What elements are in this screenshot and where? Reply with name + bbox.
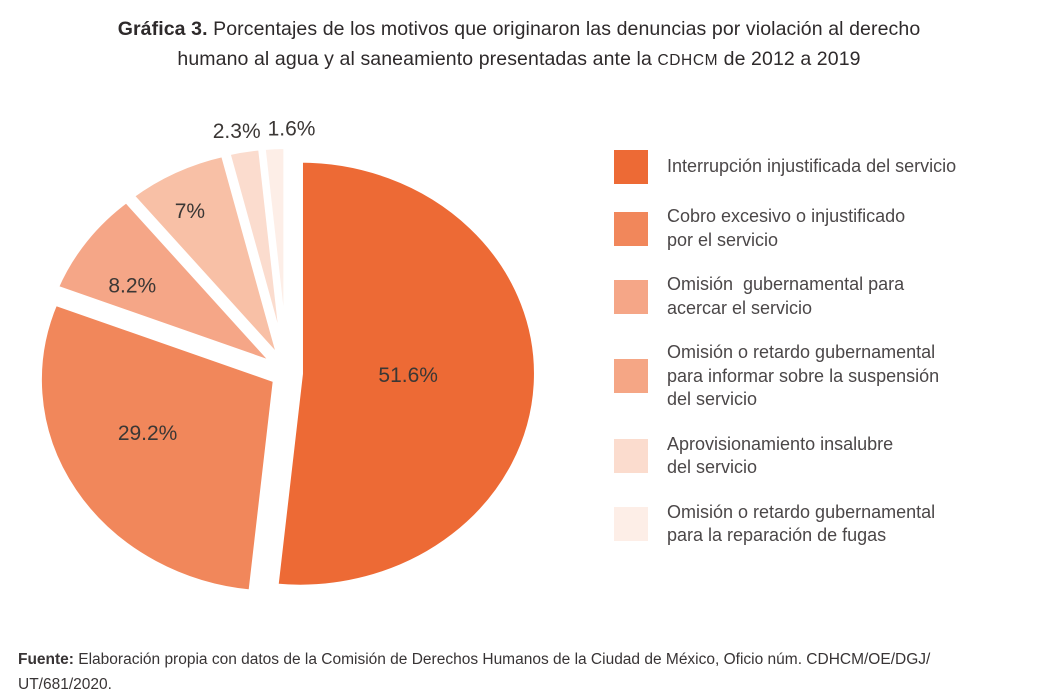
legend-label: Aprovisionamiento insalubre del servicio — [667, 433, 894, 478]
legend-swatch — [614, 211, 648, 246]
legend-swatch — [614, 507, 648, 541]
source-text-line2: UT/681/2020. — [18, 675, 112, 693]
legend-label: Omisión o retardo gubernamental para inf… — [667, 342, 940, 409]
pie-slice — [52, 196, 280, 369]
source-note: Fuente: Elaboración propia con datos de … — [18, 648, 1022, 697]
legend-item: Omisión o retardo gubernamental para inf… — [614, 341, 1026, 412]
pie-slice-label: 51.6% — [378, 364, 438, 387]
title-line2-before: humano al agua y al saneamiento presenta… — [177, 48, 658, 70]
pie-slice — [259, 143, 290, 364]
legend-label: Omisión gubernamental para acercar el se… — [667, 274, 905, 318]
source-text-line1: Elaboración propia con datos de la Comis… — [73, 651, 931, 668]
title-abbr: CDHCM — [657, 52, 719, 69]
pie-slice-label: 2.3% — [213, 120, 261, 143]
legend-item: Omisión gubernamental para acercar el se… — [614, 273, 1026, 320]
chart-title: Gráfica 3. Porcentajes de los motivos qu… — [0, 14, 1038, 76]
figure-label: Gráfica 3. — [117, 18, 208, 40]
legend-swatch — [614, 279, 648, 314]
legend-label: Interrupción injustificada del servicio — [667, 156, 957, 177]
legend-swatch — [614, 359, 648, 394]
chart-legend: Interrupción injustificada del servicio C… — [614, 150, 1026, 548]
legend-item: Cobro excesivo o injustificado por el se… — [614, 205, 1026, 252]
title-line2-after: de 2012 a 2019 — [718, 48, 861, 70]
pie-slice — [272, 156, 540, 591]
pie-slice-label: 7% — [175, 200, 205, 223]
legend-label: Omisión o retardo gubernamental para la … — [667, 501, 936, 546]
pie-slice-label: 8.2% — [108, 274, 156, 297]
pie-slice-label: 1.6% — [268, 118, 316, 141]
pie-slice — [35, 299, 279, 596]
legend-item: Omisión o retardo gubernamental para la … — [614, 501, 1026, 548]
legend-swatch — [614, 439, 648, 473]
legend-item: Interrupción injustificada del servicio — [614, 150, 1026, 184]
pie-slice-label: 29.2% — [118, 422, 178, 445]
pie-slice — [128, 150, 285, 365]
source-label: Fuente: — [18, 651, 74, 668]
legend-label: Cobro excesivo o injustificado por el se… — [667, 206, 906, 250]
legend-item: Aprovisionamiento insalubre del servicio — [614, 433, 1026, 480]
title-line1: Porcentajes de los motivos que originaro… — [207, 18, 921, 40]
legend-swatch — [614, 150, 648, 184]
